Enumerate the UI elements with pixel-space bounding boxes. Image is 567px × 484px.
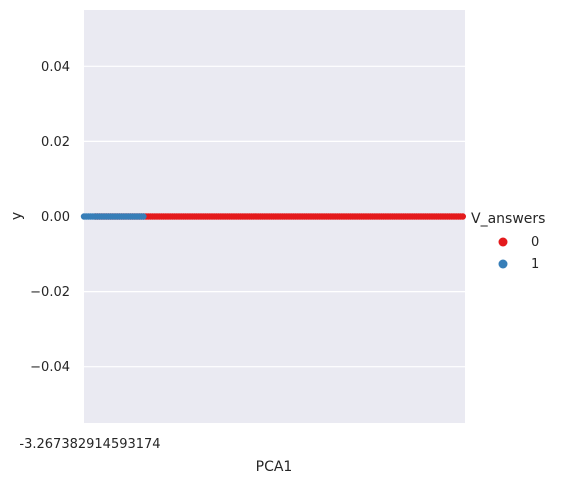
legend-title: V_answers [471, 211, 545, 227]
legend-label-1: 1 [531, 257, 539, 272]
legend-marker-0 [498, 237, 508, 247]
y-tick-label: 0.00 [41, 210, 70, 225]
y-tick-labels: 0.04 0.02 0.00 −0.02 −0.04 [30, 60, 70, 375]
series-0 [92, 213, 466, 220]
y-tick-label: 0.02 [41, 135, 70, 150]
x-tick-labels: -3.267382914593174 [19, 437, 160, 452]
series-1 [80, 213, 147, 220]
data-points [80, 213, 466, 220]
legend: V_answers 0 1 [471, 211, 545, 272]
legend-label-0: 0 [531, 235, 539, 250]
y-tick-label: 0.04 [41, 60, 70, 75]
point-0 [459, 213, 466, 220]
point-1 [140, 213, 147, 220]
x-axis-label: PCA1 [256, 459, 293, 475]
y-tick-label: −0.04 [30, 360, 70, 375]
legend-marker-1 [498, 259, 508, 269]
y-axis-label: y [9, 212, 25, 220]
y-tick-label: −0.02 [30, 285, 70, 300]
